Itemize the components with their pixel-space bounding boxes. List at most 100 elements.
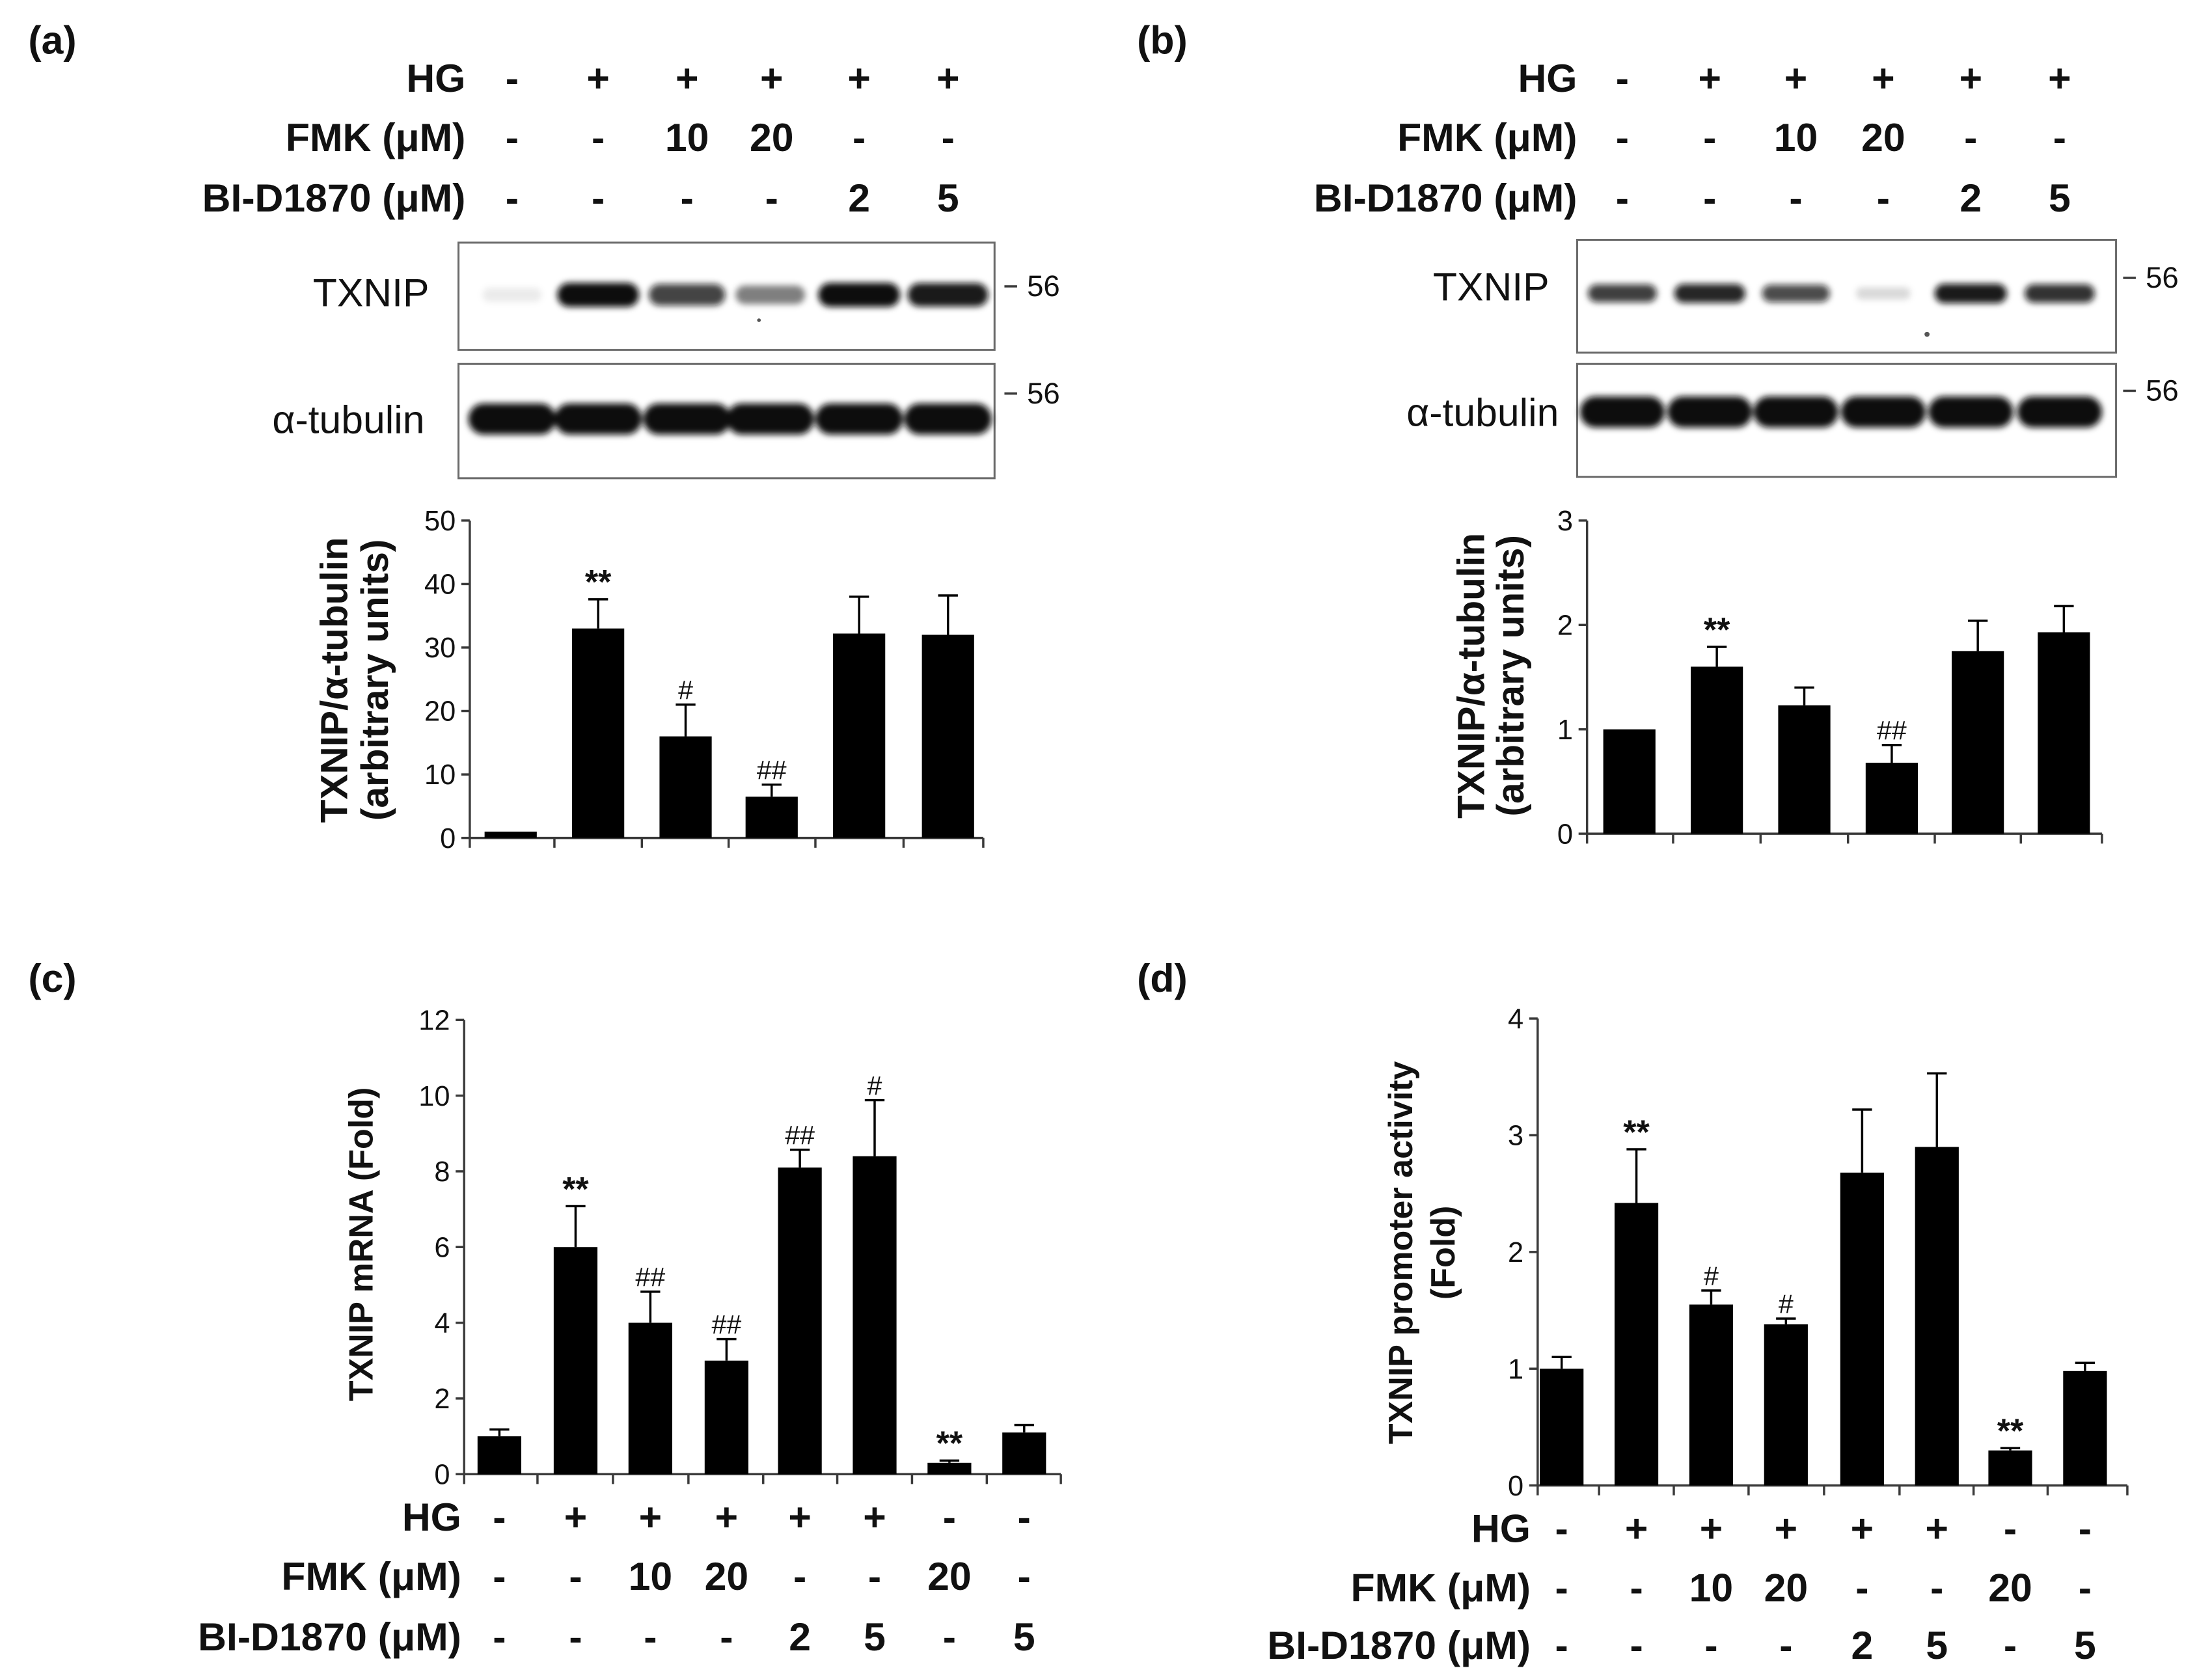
condition-row-label: FMK (μM)	[1397, 115, 1577, 159]
condition-row-label: FMK (μM)	[1351, 1565, 1531, 1609]
blot-band	[1674, 284, 1745, 303]
bar	[1691, 666, 1743, 834]
blot-speck	[1924, 331, 1930, 337]
bar	[1778, 705, 1831, 834]
condition-cell: -	[1555, 1565, 1568, 1609]
condition-cell: -	[942, 115, 955, 159]
blot-label: TXNIP	[1433, 265, 1550, 309]
bar	[1840, 1172, 1884, 1486]
y-tick-label: 12	[418, 1005, 450, 1036]
condition-cell: 20	[750, 115, 794, 159]
bar	[1603, 729, 1656, 834]
significance-label: **	[1997, 1413, 2024, 1451]
condition-row-label: BI-D1870 (μM)	[198, 1615, 461, 1659]
blot-band	[648, 284, 726, 306]
panel-d: (d) 0 1 2 3 4 ** # # ** TXNIP promoter activity (F…	[1137, 956, 2129, 1667]
y-axis-title: (arbitrary units)	[1490, 535, 1532, 816]
bar	[572, 628, 625, 838]
blot-band	[735, 285, 806, 305]
condition-cell: -	[1018, 1554, 1031, 1598]
condition-cell: -	[644, 1615, 657, 1659]
bar	[833, 633, 886, 838]
condition-cell: -	[1703, 115, 1716, 159]
condition-cell: 2	[1851, 1623, 1874, 1667]
blot-bands	[482, 282, 989, 307]
blot-band	[1579, 396, 1665, 428]
condition-cell: +	[1700, 1506, 1723, 1550]
condition-cell: -	[1555, 1506, 1568, 1550]
condition-cell: +	[676, 56, 698, 100]
y-tick-label: 0	[1508, 1471, 1523, 1502]
condition-cell: 10	[665, 115, 709, 159]
y-tick-label: 40	[424, 569, 456, 601]
condition-cell: -	[493, 1495, 506, 1539]
condition-cell: -	[1789, 176, 1802, 220]
blot-band	[554, 403, 642, 435]
blot-band	[818, 282, 901, 307]
condition-cell: 10	[1774, 115, 1818, 159]
condition-cell: +	[863, 1495, 886, 1539]
y-tick-label: 0	[434, 1459, 450, 1490]
blot-band	[643, 403, 731, 435]
significance-label: **	[1623, 1113, 1650, 1151]
condition-cell: 5	[864, 1615, 886, 1659]
panel-label: (d)	[1137, 956, 1188, 1000]
bar	[1614, 1203, 1659, 1486]
condition-cell: 5	[1926, 1623, 1948, 1667]
y-tick-label: 8	[434, 1156, 450, 1188]
significance-label: ##	[757, 755, 787, 785]
bar	[1988, 1450, 2032, 1486]
blot-frame	[457, 241, 996, 351]
condition-cell: +	[1625, 1506, 1648, 1550]
condition-cell: +	[639, 1495, 662, 1539]
blot-band	[907, 283, 989, 307]
y-tick-label: 3	[1557, 506, 1573, 537]
condition-cell: -	[868, 1554, 881, 1598]
condition-cell: +	[1775, 1506, 1797, 1550]
y-tick-label: 3	[1508, 1121, 1523, 1152]
bar-chart: 0 1 2 3 4 ** # # ** TXNIP promoter activity (Fold)	[1382, 1003, 2129, 1502]
condition-cell: -	[720, 1615, 733, 1659]
condition-cell: -	[1703, 176, 1716, 220]
western-blot: TXNIP 56 α-tubulin 56	[1406, 238, 2179, 478]
panel-a: (a) HG - + + + + +FMK (μM) - -10 20- -BI-D1870 (μM…	[28, 18, 1059, 854]
size-marker-label: 56	[1027, 269, 1060, 303]
blot-band	[1587, 284, 1657, 303]
significance-label: #	[678, 675, 693, 705]
bar	[745, 797, 798, 838]
y-tick-label: 2	[434, 1384, 450, 1415]
bar	[1764, 1324, 1808, 1486]
significance-label: #	[1704, 1261, 1719, 1290]
condition-cell: +	[1872, 56, 1894, 100]
condition-cell: -	[1616, 176, 1629, 220]
condition-cell: -	[853, 115, 866, 159]
blot-band	[2025, 284, 2095, 303]
condition-cell: -	[793, 1554, 806, 1598]
y-tick-label: 0	[440, 823, 456, 854]
y-tick-label: 4	[1508, 1003, 1523, 1035]
y-axis-title: TXNIP promoter activity	[1382, 1061, 1420, 1445]
significance-label: ##	[1877, 715, 1907, 745]
condition-cell: 5	[2049, 176, 2071, 220]
significance-label: #	[1779, 1289, 1794, 1318]
condition-cell: -	[1779, 1623, 1792, 1667]
condition-cell: -	[506, 176, 519, 220]
y-tick-label: 0	[1557, 819, 1573, 850]
condition-cell: +	[2048, 56, 2071, 100]
condition-cell: 20	[1764, 1565, 1809, 1609]
condition-cell: -	[2004, 1623, 2017, 1667]
blot-band	[815, 403, 903, 435]
condition-cell: -	[1964, 115, 1977, 159]
panel-label: (a)	[28, 18, 76, 62]
blot-band	[1667, 396, 1753, 428]
significance-label: #	[867, 1071, 882, 1100]
bar-chart: 01020304050**###TXNIP/α-tubulin(arbitrar…	[313, 506, 985, 854]
y-tick-label: 50	[424, 506, 456, 537]
condition-row-label: BI-D1870 (μM)	[1267, 1623, 1531, 1667]
y-tick-label: 2	[1508, 1237, 1523, 1268]
panel-label: (b)	[1137, 18, 1188, 62]
condition-cell: +	[1851, 1506, 1874, 1550]
condition-cell: +	[1784, 56, 1807, 100]
condition-cell: -	[1616, 56, 1629, 100]
